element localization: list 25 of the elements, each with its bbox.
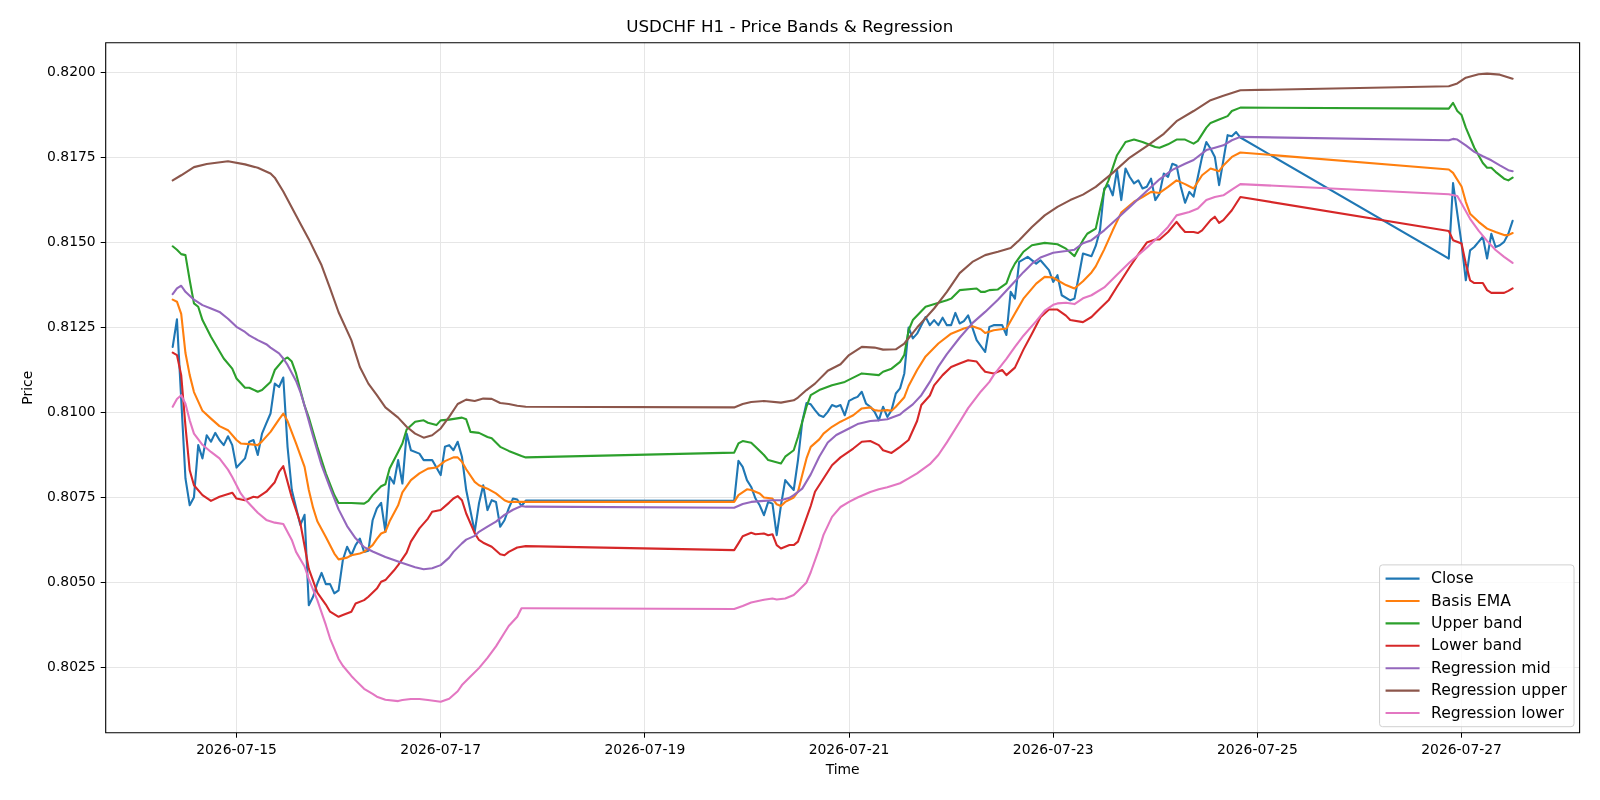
legend-label: Regression mid	[1431, 658, 1551, 677]
x-tick-label: 2026-07-15	[196, 740, 277, 757]
y-axis-title: Price	[18, 370, 35, 405]
y-tick-label: 0.8200	[47, 63, 96, 80]
y-tick-label: 0.8150	[47, 233, 96, 250]
x-tick-label: 2026-07-27	[1421, 740, 1502, 757]
y-tick-label: 0.8175	[47, 148, 96, 165]
x-tick-label: 2026-07-17	[400, 740, 482, 757]
legend-label: Regression upper	[1431, 681, 1568, 700]
legend-label: Close	[1431, 569, 1474, 588]
legend-label: Lower band	[1431, 636, 1522, 655]
x-tick-label: 2026-07-23	[1012, 740, 1094, 757]
chart-title: USDCHF H1 - Price Bands & Regression	[626, 16, 954, 37]
x-axis-title: Time	[824, 760, 860, 777]
y-tick-label: 0.8075	[47, 488, 96, 505]
x-tick-label: 2026-07-21	[808, 740, 890, 757]
y-tick-label: 0.8100	[47, 403, 96, 420]
x-tick-label: 2026-07-25	[1217, 740, 1298, 757]
legend-label: Regression lower	[1431, 703, 1565, 722]
y-tick-label: 0.8025	[47, 658, 96, 675]
y-tick-label: 0.8125	[47, 318, 96, 335]
legend-label: Upper band	[1431, 613, 1523, 632]
y-tick-label: 0.8050	[47, 573, 96, 590]
x-tick-label: 2026-07-19	[604, 740, 686, 757]
legend-label: Basis EMA	[1431, 591, 1512, 610]
